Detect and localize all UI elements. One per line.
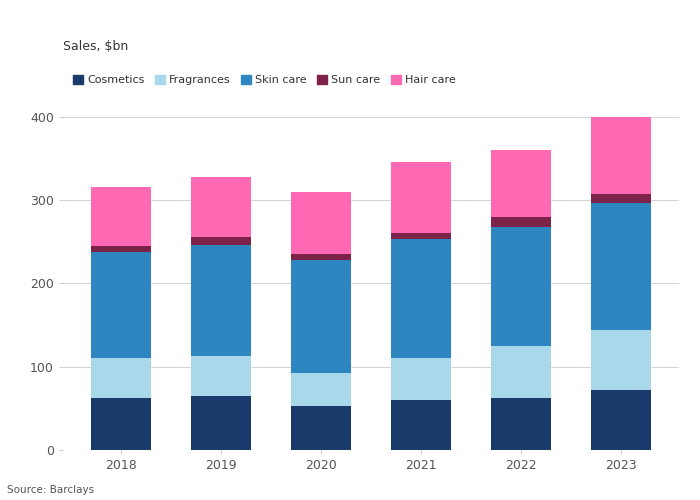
Bar: [91, 358, 151, 398]
Bar: [491, 398, 551, 450]
Bar: [491, 216, 551, 226]
Bar: [291, 406, 351, 450]
Bar: [91, 246, 151, 252]
Legend: Cosmetics, Fragrances, Skin care, Sun care, Hair care: Cosmetics, Fragrances, Skin care, Sun ca…: [69, 70, 460, 90]
Bar: [391, 162, 451, 232]
Bar: [191, 356, 251, 396]
Bar: [291, 260, 351, 372]
Bar: [191, 236, 251, 245]
Text: Sales, $bn: Sales, $bn: [63, 40, 128, 54]
Bar: [391, 358, 451, 400]
Bar: [591, 194, 651, 202]
Bar: [491, 226, 551, 346]
Bar: [291, 372, 351, 406]
Bar: [391, 400, 451, 450]
Bar: [191, 176, 251, 236]
Bar: [91, 398, 151, 450]
Bar: [191, 396, 251, 450]
Bar: [291, 192, 351, 254]
Bar: [91, 252, 151, 358]
Bar: [391, 239, 451, 358]
Bar: [591, 390, 651, 450]
Bar: [91, 188, 151, 246]
Bar: [391, 232, 451, 239]
Bar: [291, 254, 351, 260]
Text: Source: Barclays: Source: Barclays: [7, 485, 94, 495]
Bar: [591, 116, 651, 194]
Bar: [191, 245, 251, 356]
Bar: [491, 150, 551, 216]
Bar: [591, 330, 651, 390]
Bar: [491, 346, 551, 398]
Bar: [591, 202, 651, 330]
